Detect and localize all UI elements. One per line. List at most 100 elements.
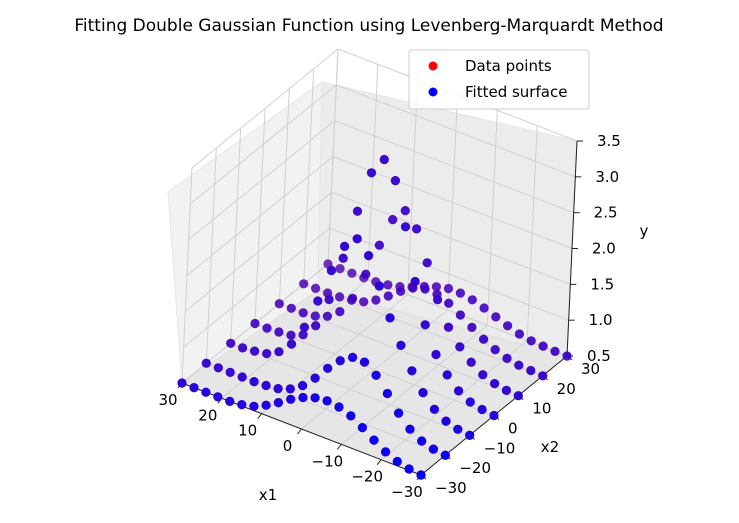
scatter-point-fitted-surface: [299, 279, 309, 289]
scatter-point-fitted-surface: [374, 240, 384, 250]
scatter-point-fitted-surface: [444, 298, 454, 308]
y-tick-label: 1.5: [590, 275, 614, 293]
scatter-point-fitted-surface: [514, 360, 524, 370]
scatter-point-fitted-surface: [177, 378, 187, 388]
scatter-point-fitted-surface: [359, 357, 370, 367]
scatter-point-fitted-surface: [428, 444, 438, 454]
gridline-y-back: [331, 191, 571, 285]
scatter-point-fitted-surface: [420, 320, 430, 330]
scatter-point-fitted-surface: [369, 435, 379, 445]
legend: Data points Fitted surface: [408, 49, 590, 110]
scatter-point-fitted-surface: [326, 265, 336, 276]
scatter-points: [177, 154, 572, 480]
scatter-point-fitted-surface: [322, 396, 332, 406]
scatter-point-fitted-surface: [422, 258, 432, 268]
scatter-point-fitted-surface: [374, 281, 384, 291]
x1-tick-mark: [376, 459, 382, 465]
scatter-point-fitted-surface: [347, 268, 357, 278]
scatter-point-fitted-surface: [250, 346, 260, 356]
scatter-point-fitted-surface: [490, 379, 500, 389]
scatter-point-fitted-surface: [479, 303, 489, 313]
grid-lines: [181, 48, 578, 476]
scatter-point-fitted-surface: [298, 308, 308, 318]
scatter-point-fitted-surface: [250, 318, 260, 329]
scatter-point-fitted-surface: [323, 363, 333, 373]
scatter-point-fitted-surface: [311, 321, 321, 331]
scatter-point-fitted-surface: [513, 391, 523, 401]
scatter-point-fitted-surface: [382, 388, 392, 399]
x1-tick-label: −20: [351, 468, 383, 486]
scatter-point-fitted-surface: [262, 323, 272, 333]
scatter-point-fitted-surface: [405, 424, 415, 434]
scatter-point-fitted-surface: [273, 384, 283, 394]
scatter-point-fitted-surface: [400, 222, 411, 232]
scatter-point-fitted-surface: [443, 322, 454, 332]
scatter-point-fitted-surface: [538, 371, 548, 381]
legend-marker-data-points: [428, 61, 438, 71]
x1-tick-label: 20: [198, 406, 217, 424]
scatter-point-fitted-surface: [383, 280, 393, 290]
y-tick-label: 2.5: [594, 204, 618, 222]
x2-tick-labels: −30 −20 −100 10 20 30: [435, 360, 600, 497]
scatter-point-fitted-surface: [467, 322, 477, 332]
scatter-point-fitted-surface: [465, 430, 475, 440]
legend-label-fitted-surface: Fitted surface: [465, 83, 567, 101]
x1-tick-label: 0: [283, 437, 293, 455]
scatter-point-fitted-surface: [429, 404, 439, 414]
scatter-point-fitted-surface: [412, 224, 422, 234]
scatter-point-fitted-surface: [441, 416, 451, 426]
scatter-point-fitted-surface: [359, 297, 369, 307]
scatter-point-fitted-surface: [201, 387, 211, 397]
scatter-point-fitted-surface: [431, 282, 441, 292]
scatter-point-fitted-surface: [371, 370, 381, 380]
scatter-point-fitted-surface: [273, 398, 283, 408]
scatter-point-fitted-surface: [467, 295, 477, 305]
scatter-point-fitted-surface: [346, 411, 356, 421]
scatter-point-fitted-surface: [503, 321, 513, 331]
scatter-point-fitted-surface: [310, 373, 320, 383]
scatter-point-fitted-surface: [420, 284, 430, 294]
gridline-x2-floor: [230, 342, 470, 436]
x2-tick-label: 20: [557, 380, 576, 398]
scatter-point-fitted-surface: [404, 464, 414, 474]
gridline-y-back: [329, 227, 569, 321]
scatter-point-fitted-surface: [385, 313, 395, 323]
scatter-point-fitted-surface: [379, 154, 389, 165]
scatter-point-fitted-surface: [466, 357, 476, 367]
scatter-point-fitted-surface: [440, 450, 450, 460]
x1-tick-label: −30: [391, 483, 423, 501]
y-tick-label: 0.5: [587, 347, 611, 365]
scatter-point-fitted-surface: [213, 363, 223, 373]
scatter-point-fitted-surface: [455, 310, 465, 320]
scatter-point-fitted-surface: [213, 392, 223, 402]
y-tick-labels: 0.5 1.0 1.5 2.0 2.5 3.0 3.5: [587, 132, 621, 365]
scatter-point-fitted-surface: [361, 269, 371, 279]
scatter-point-fitted-surface: [410, 276, 420, 287]
scatter-point-fitted-surface: [274, 327, 284, 337]
scatter-point-fitted-surface: [416, 470, 426, 480]
scatter-point-fitted-surface: [298, 330, 308, 340]
scatter-point-fitted-surface: [299, 322, 309, 332]
scatter-point-fitted-surface: [286, 303, 296, 313]
scatter-point-fitted-surface: [388, 215, 398, 225]
scatter-point-fitted-surface: [249, 377, 259, 387]
scatter-point-fitted-surface: [418, 388, 428, 398]
scatter-point-fitted-surface: [562, 351, 572, 361]
scatter-point-fitted-surface: [538, 341, 548, 351]
y-tick-label: 3.5: [597, 132, 621, 150]
scatter-point-fitted-surface: [400, 206, 410, 216]
scatter-point-fitted-surface: [454, 386, 464, 396]
x1-tick-mark: [336, 444, 342, 450]
scatter-point-fitted-surface: [366, 168, 377, 178]
legend-frame: [408, 49, 590, 110]
scatter-point-fitted-surface: [237, 372, 247, 382]
scatter-point-fitted-surface: [286, 339, 297, 349]
scatter-point-fitted-surface: [396, 340, 406, 350]
gridline-y-side: [185, 191, 332, 312]
scatter-point-fitted-surface: [311, 283, 321, 293]
scatter-point-fitted-surface: [238, 343, 248, 353]
scatter-point-fitted-surface: [357, 423, 367, 433]
scatter-point-fitted-surface: [338, 253, 348, 263]
scatter-point-fitted-surface: [322, 311, 332, 321]
scatter-point-fitted-surface: [478, 370, 488, 380]
